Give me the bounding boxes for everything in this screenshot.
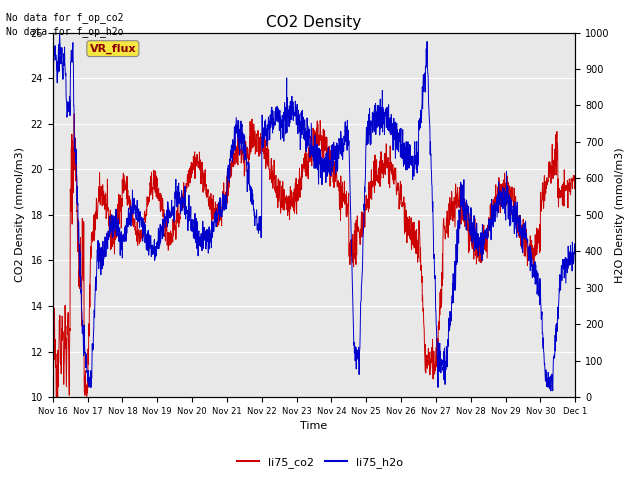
li75_h2o xyxy=(76,241,84,247)
li75_h2o xyxy=(557,287,564,293)
li75_h2o xyxy=(461,202,468,207)
li75_co2 xyxy=(290,208,298,214)
li75_co2 xyxy=(52,394,60,400)
li75_h2o xyxy=(49,51,56,57)
li75_h2o xyxy=(547,388,555,394)
li75_co2 xyxy=(303,160,311,166)
li75_h2o xyxy=(303,115,311,121)
li75_co2 xyxy=(70,111,78,117)
Y-axis label: H2O Density (mmol/m3): H2O Density (mmol/m3) xyxy=(615,147,625,283)
li75_h2o xyxy=(289,118,297,123)
li75_co2 xyxy=(557,194,564,200)
Text: VR_flux: VR_flux xyxy=(90,44,136,54)
li75_co2 xyxy=(572,185,579,191)
Line: li75_h2o: li75_h2o xyxy=(52,34,575,391)
Text: No data for f_op_h2o: No data for f_op_h2o xyxy=(6,26,124,37)
li75_co2 xyxy=(557,191,564,196)
Y-axis label: CO2 Density (mmol/m3): CO2 Density (mmol/m3) xyxy=(15,147,25,282)
X-axis label: Time: Time xyxy=(300,421,328,432)
li75_co2 xyxy=(76,276,84,281)
Text: No data for f_op_co2: No data for f_op_co2 xyxy=(6,12,124,23)
Title: CO2 Density: CO2 Density xyxy=(266,15,362,30)
li75_co2 xyxy=(49,314,56,320)
Legend: li75_co2, li75_h2o: li75_co2, li75_h2o xyxy=(232,452,408,472)
li75_h2o xyxy=(56,31,63,37)
Line: li75_co2: li75_co2 xyxy=(52,114,575,397)
li75_h2o xyxy=(557,281,564,287)
li75_h2o xyxy=(572,259,579,264)
li75_co2 xyxy=(461,224,468,229)
